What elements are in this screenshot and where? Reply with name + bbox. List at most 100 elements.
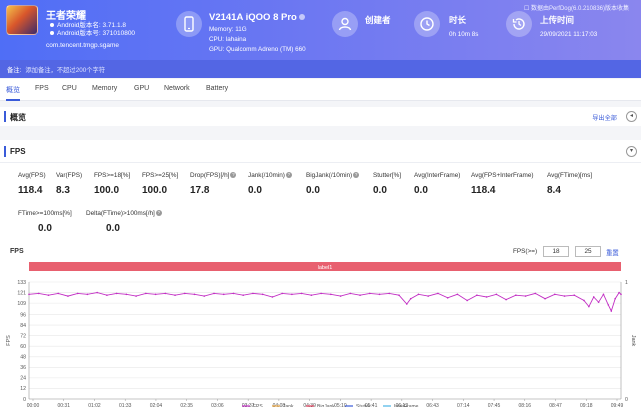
fps-point bbox=[456, 293, 459, 296]
legend-item[interactable]: Stutter bbox=[345, 404, 371, 407]
metric-label: Avg(FPS+InterFrame) bbox=[471, 172, 534, 179]
fps-point bbox=[183, 292, 186, 295]
fps-section-header: FPS ▾ bbox=[0, 142, 641, 161]
metric-value: 0.0 bbox=[248, 185, 262, 196]
tab-fps[interactable]: FPS bbox=[35, 85, 49, 92]
fps-point bbox=[614, 297, 616, 300]
help-icon[interactable]: ? bbox=[353, 172, 360, 179]
duration-value: 0h 10m 8s bbox=[449, 31, 479, 38]
y-tick-label: 60 bbox=[20, 344, 26, 350]
collapse-icon[interactable]: ◂ bbox=[626, 111, 637, 122]
creator-title: 创建者 bbox=[365, 15, 391, 25]
fps-point bbox=[592, 296, 595, 298]
fps-point bbox=[37, 292, 40, 295]
metric-label: Avg(FPS) bbox=[18, 172, 46, 179]
fps-point bbox=[618, 291, 620, 294]
x-tick-label: 09:49 bbox=[611, 403, 624, 407]
threshold-low-input[interactable] bbox=[543, 246, 569, 257]
legend-item[interactable]: FPS bbox=[242, 404, 263, 407]
fps-point bbox=[495, 293, 498, 296]
legend-item[interactable]: Jank bbox=[272, 404, 294, 407]
fps-point bbox=[437, 292, 439, 295]
app-version-info: Android版本名: 3.71.1.8 Android版本号: 3710108… bbox=[50, 22, 135, 38]
x-tick-label: 02:04 bbox=[150, 403, 163, 407]
app-name: 王者荣耀 bbox=[46, 11, 86, 22]
device-memory: Memory: 11G bbox=[209, 26, 247, 33]
fps-point bbox=[271, 296, 274, 298]
fps-section-title: FPS bbox=[10, 147, 26, 156]
fps-point bbox=[106, 294, 108, 296]
metric-value: 118.4 bbox=[471, 185, 496, 196]
duration-title: 时长 bbox=[449, 15, 467, 25]
chart-title: FPS bbox=[10, 248, 24, 255]
x-tick-label: 03:37 bbox=[242, 403, 255, 407]
metric-value: 17.8 bbox=[190, 185, 210, 196]
tab-gpu[interactable]: GPU bbox=[134, 85, 150, 92]
metric-value: 0.0 bbox=[373, 185, 387, 196]
metric-value: 0.0 bbox=[106, 223, 120, 234]
export-all-link[interactable]: 导出全部 bbox=[592, 115, 617, 122]
fps-point bbox=[330, 293, 332, 296]
tab-cpu[interactable]: CPU bbox=[62, 85, 77, 92]
fps-point bbox=[524, 295, 527, 297]
label-band[interactable] bbox=[29, 262, 621, 271]
fps-point bbox=[203, 295, 206, 297]
fps-point bbox=[28, 293, 30, 296]
x-tick-label: 00:31 bbox=[57, 403, 70, 407]
tab-bar: 概览 FPS CPU Memory GPU Network Battery bbox=[0, 79, 641, 101]
help-icon[interactable]: ? bbox=[285, 172, 292, 179]
android-version-name: Android版本名: 3.71.1.8 bbox=[57, 22, 127, 29]
fps-point bbox=[610, 310, 613, 312]
tab-battery[interactable]: Battery bbox=[206, 85, 229, 92]
fps-point bbox=[602, 293, 605, 296]
notes-bar[interactable]: 备注: 添加备注，不超过200个字符 bbox=[0, 60, 641, 78]
fps-point bbox=[359, 294, 361, 296]
fps-point bbox=[368, 292, 371, 295]
threshold-high-input[interactable] bbox=[575, 246, 601, 257]
legend-item[interactable]: BigJank bbox=[306, 404, 335, 407]
right-tick-label: 0 bbox=[625, 397, 628, 403]
fps-point bbox=[193, 293, 196, 296]
expand-icon[interactable]: ▾ bbox=[626, 146, 637, 157]
fps-point bbox=[534, 292, 537, 295]
phone-icon bbox=[176, 11, 202, 37]
history-icon bbox=[506, 11, 532, 37]
fps-point bbox=[607, 304, 610, 306]
section-marker bbox=[4, 146, 6, 157]
x-tick-label: 08:16 bbox=[519, 403, 532, 407]
fps-point bbox=[135, 295, 137, 297]
android-icon bbox=[50, 23, 54, 28]
x-tick-label: 05:10 bbox=[334, 403, 347, 407]
clock-icon bbox=[414, 11, 440, 37]
metric-value: 0.0 bbox=[306, 185, 320, 196]
fps-chart[interactable]: label1 0 12 24 36 48 60 72 84 96 109 121 133 0 1 FPS Jan… bbox=[0, 260, 641, 407]
help-icon[interactable]: ? bbox=[155, 210, 162, 217]
fps-point bbox=[213, 292, 215, 295]
legend-item[interactable]: InterFrame bbox=[383, 404, 419, 407]
y-tick-label: 72 bbox=[20, 333, 26, 339]
tab-memory[interactable]: Memory bbox=[92, 85, 118, 92]
x-tick-label: 06:43 bbox=[426, 403, 439, 407]
collector-version[interactable]: ☐ 数据由PerfDog(6.0.210836)版本收集 bbox=[523, 6, 629, 12]
notes-input[interactable]: 添加备注，不超过200个字符 bbox=[25, 67, 106, 74]
reset-button[interactable]: 重置 bbox=[606, 250, 619, 257]
notes-label: 备注: bbox=[7, 67, 22, 74]
user-icon bbox=[332, 11, 358, 37]
y-axis-right-label: Jank bbox=[630, 335, 636, 347]
metric-label: Drop(FPS)[/h]? bbox=[190, 172, 237, 179]
metric-label: Var(FPS) bbox=[56, 172, 83, 179]
help-icon[interactable]: ? bbox=[230, 172, 237, 179]
metric-label: FPS>=25[%] bbox=[142, 172, 179, 179]
tab-network[interactable]: Network bbox=[164, 85, 190, 92]
fps-point bbox=[47, 294, 50, 296]
fps-point bbox=[300, 292, 303, 295]
fps-point bbox=[417, 293, 420, 296]
legend-label: BigJank bbox=[317, 404, 335, 407]
fps-point bbox=[583, 299, 585, 302]
info-icon[interactable] bbox=[298, 14, 305, 21]
android-icon bbox=[50, 31, 54, 36]
tab-overview[interactable]: 概览 bbox=[6, 87, 20, 101]
metric-value: 100.0 bbox=[142, 185, 168, 196]
report-header: ☐ 数据由PerfDog(6.0.210836)版本收集 王者荣耀 Androi… bbox=[0, 0, 641, 60]
